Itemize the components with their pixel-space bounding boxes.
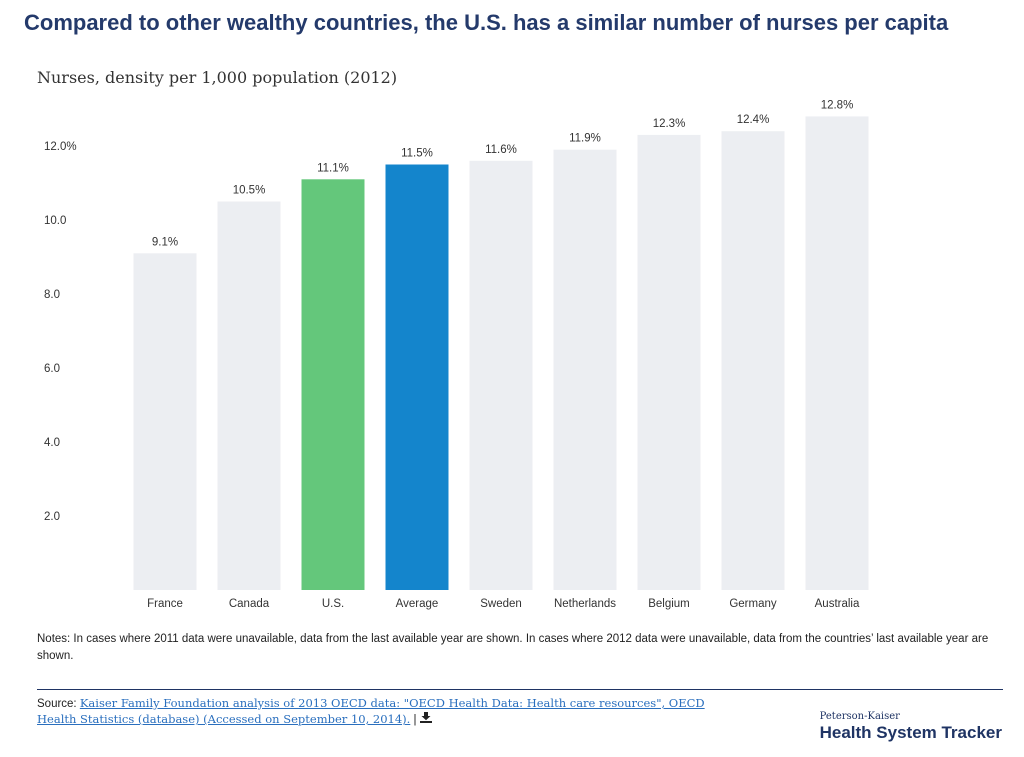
y-tick-label: 6.0 xyxy=(44,363,60,375)
chart-title: Compared to other wealthy countries, the… xyxy=(24,10,949,35)
x-tick-label: Germany xyxy=(729,598,777,610)
footer-divider xyxy=(37,689,1003,690)
download-icon[interactable] xyxy=(419,712,432,728)
y-tick-label: 10.0 xyxy=(44,215,66,227)
x-tick-label: Average xyxy=(396,598,439,610)
data-label: 11.9% xyxy=(569,133,601,145)
y-tick-label: 2.0 xyxy=(44,511,60,523)
bar-average xyxy=(385,164,449,590)
x-tick-label: Canada xyxy=(229,598,270,610)
bar-sweden xyxy=(469,160,533,591)
y-tick-label: 4.0 xyxy=(44,437,60,449)
y-axis: 2.0 4.0 6.0 8.0 10.0 12.0% xyxy=(44,141,77,523)
data-label: 9.1% xyxy=(152,236,178,248)
y-tick-label: 8.0 xyxy=(44,289,60,301)
bar-netherlands xyxy=(553,149,617,590)
data-label: 11.6% xyxy=(485,144,517,156)
source-text: Source: Kaiser Family Foundation analysi… xyxy=(37,696,737,728)
data-label: 12.3% xyxy=(653,118,686,130)
brand-top-text: Peterson-Kaiser xyxy=(819,711,900,722)
data-label: 12.8% xyxy=(821,99,854,111)
data-label: 11.5% xyxy=(401,148,433,160)
x-tick-label: Netherlands xyxy=(554,598,616,610)
bar-australia xyxy=(805,116,869,591)
source-prefix: Source: xyxy=(37,698,80,710)
brand-logo: Peterson-Kaiser Health System Tracker xyxy=(820,711,1002,743)
data-label: 10.5% xyxy=(233,185,266,197)
x-tick-label: Sweden xyxy=(480,598,522,610)
source-link[interactable]: Kaiser Family Foundation analysis of 201… xyxy=(37,696,705,727)
bar-canada xyxy=(217,201,281,590)
data-label: 11.1% xyxy=(317,162,349,174)
bar-u-s xyxy=(301,179,365,591)
x-tick-label: U.S. xyxy=(322,598,344,610)
bar-chart: 2.0 4.0 6.0 8.0 10.0 12.0% 9.1% 10.5% 11.1% 11.5… xyxy=(44,99,869,610)
x-tick-label: Australia xyxy=(815,598,860,610)
chart-notes: Notes: In cases where 2011 data were una… xyxy=(37,633,989,662)
chart-subtitle: Nurses, density per 1,000 population (20… xyxy=(37,68,398,87)
bar-germany xyxy=(721,131,785,590)
x-axis: France Canada U.S. Average Sweden Netherlands… xyxy=(147,598,860,610)
x-tick-label: Belgium xyxy=(648,598,690,610)
data-label: 12.4% xyxy=(737,114,770,126)
bar-france xyxy=(133,253,197,591)
bar-belgium xyxy=(637,134,701,590)
value-labels: 9.1% 10.5% 11.1% 11.5% 11.6% 11.9% 12.3% 12.4% 1… xyxy=(152,99,853,248)
source-separator: | xyxy=(410,714,420,727)
brand-main-text: Health System Tracker xyxy=(819,723,1002,742)
y-tick-label: 12.0% xyxy=(44,141,77,153)
x-tick-label: France xyxy=(147,598,183,610)
bars xyxy=(133,116,869,591)
